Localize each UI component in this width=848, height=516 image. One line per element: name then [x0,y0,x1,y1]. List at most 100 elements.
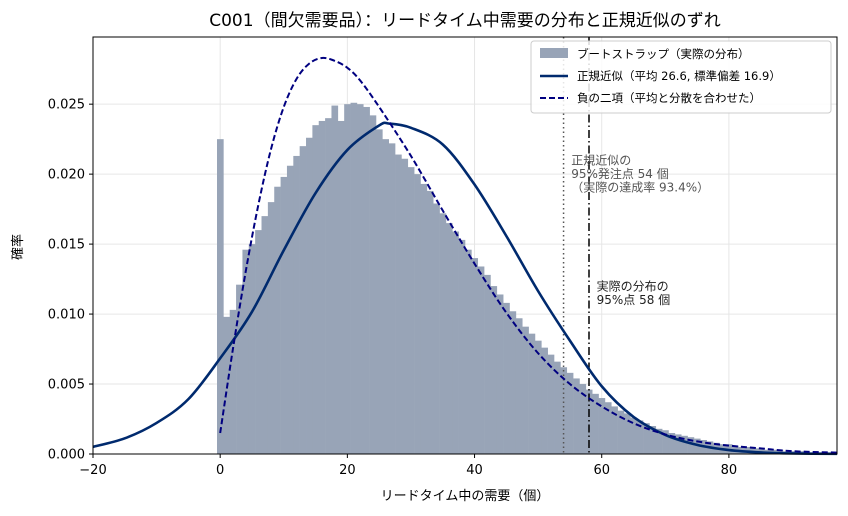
hist-bar-18 [331,105,339,455]
annotation-1-line-0: 実際の分布の [597,278,669,293]
histogram-bars [217,102,835,455]
hist-bar-41 [477,266,485,454]
hist-bar-13 [299,146,307,454]
hist-bar-32 [420,183,428,454]
legend: ブートストラップ（実際の分布） 正規近似（平均 26.6, 標準偏差 16.9）… [530,40,832,114]
hist-bar-67 [643,423,650,454]
hist-bar-17 [325,118,332,454]
hist-bar-59 [592,393,599,454]
hist-bar-39 [465,249,472,454]
hist-bar-55 [566,372,574,454]
hist-bar-11 [286,165,294,454]
hist-bar-51 [541,347,548,454]
hist-bar-15 [312,125,320,454]
hist-bar-42 [484,274,491,454]
hist-bar-44 [496,294,504,454]
hist-bar-46 [509,311,517,454]
chart-title: C001（間欠需要品）：リードタイム中需要の分布と正規近似のずれ [209,11,720,31]
annotations: 正規近似の 95%発注点 54 個（実際の達成率 93.4%） 実際の分布の 95%点… [571,152,709,306]
hist-bar-69 [655,428,663,454]
hist-bar-40 [471,258,479,454]
hist-bar-30 [407,167,415,455]
hist-bar-6 [255,230,262,454]
x-tick-label-3: 40 [466,463,483,478]
legend-swatch-histogram [540,48,568,58]
y-tick-label-5: 0.025 [48,98,85,113]
hist-bar-73 [681,435,688,454]
plot-frame [92,36,838,455]
hist-bar-22 [356,104,364,454]
hist-bar-63 [617,410,625,454]
hist-bar-61 [604,402,612,454]
y-tick-label-4: 0.020 [48,168,85,183]
hist-bar-34 [433,203,440,454]
y-tick-label-0: 0.000 [48,448,85,463]
hist-bar-16 [318,120,326,455]
legend-label-normal: 正規近似（平均 26.6, 標準偏差 16.9） [577,69,781,83]
hist-bar-8 [267,202,275,454]
hist-bar-14 [306,137,313,454]
annotation-1-line-1: 95%点 58 個 [597,293,671,307]
hist-bar-29 [401,158,409,454]
y-tick-label-2: 0.010 [48,308,85,323]
hist-bar-64 [623,413,631,454]
hist-bar-25 [375,129,383,454]
hist-bar-37 [452,231,459,454]
hist-bar-52 [547,354,555,454]
hist-bar-31 [414,174,421,455]
hist-bar-56 [573,378,580,454]
hist-bar-26 [382,139,389,454]
hist-bar-58 [585,389,593,454]
hist-bar-49 [528,333,536,454]
hist-bar-9 [274,186,281,454]
legend-box [530,40,832,114]
series-line-1 [219,56,838,454]
hist-bar-27 [388,143,396,454]
hist-bar-21 [350,102,358,454]
hist-bar-57 [579,384,587,454]
series-line-0 [92,121,838,456]
hist-bar-4 [242,249,250,454]
curves [92,56,838,456]
hist-bar-35 [439,213,447,454]
hist-bar-33 [426,190,434,454]
hist-bar-71 [668,433,676,454]
hist-bar-36 [445,223,453,454]
hist-bar-60 [598,398,606,454]
x-tick-label-0: −20 [79,463,106,478]
x-tick-label-5: 80 [721,463,738,478]
x-tick-label-4: 60 [593,463,610,478]
hist-bar-48 [522,326,529,454]
hist-bar-62 [611,406,618,454]
hist-bar-12 [293,155,300,455]
hist-bar-65 [630,417,637,454]
hist-bar-10 [280,176,288,454]
hist-bar-0 [217,139,224,454]
hist-bar-50 [534,340,542,454]
hist-bar-7 [261,216,269,454]
y-axis-label: 確率 [10,234,26,260]
hist-bar-38 [458,239,466,454]
y-tick-label-1: 0.005 [48,378,85,393]
annotation-0-line-0: 正規近似の [571,152,631,167]
x-axis-label: リードタイム中の需要（個） [381,489,550,504]
annotation-1: 実際の分布の 95%点 58 個 [597,278,671,307]
x-tick-label-1: 0 [216,463,224,478]
hist-bar-23 [363,106,370,455]
hist-bar-45 [503,302,510,454]
x-ticks: −20 0 20 40 60 80 [79,454,737,478]
hist-bar-19 [337,120,345,455]
hist-bar-43 [490,286,498,454]
hist-bar-53 [554,361,561,454]
annotation-0-line-1: 95%発注点 54 個 [571,166,669,181]
legend-label-negbin: 負の二項（平均と分散を合わせた） [577,91,761,105]
hist-bar-24 [369,115,377,454]
x-tick-label-2: 20 [339,463,356,478]
hist-bar-75 [693,438,701,454]
hist-bar-68 [649,426,657,454]
annotation-0: 正規近似の 95%発注点 54 個（実際の達成率 93.4%） [571,152,709,194]
hist-bar-47 [515,318,523,454]
hist-bar-66 [636,420,644,454]
y-tick-label-3: 0.015 [48,238,85,253]
